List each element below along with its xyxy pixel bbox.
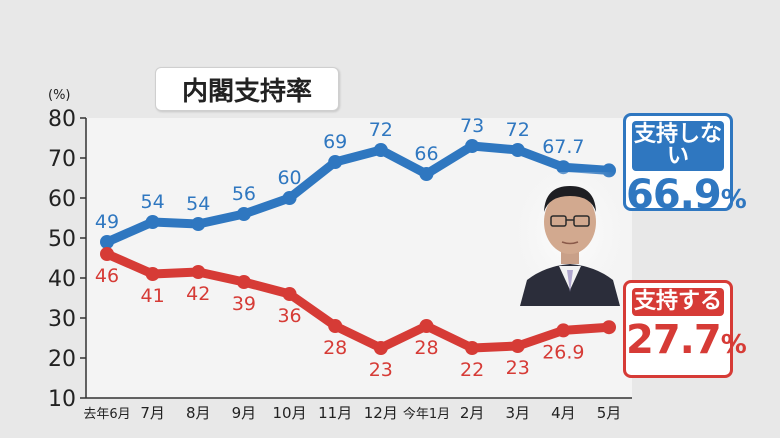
data-point <box>191 265 206 279</box>
data-point <box>328 155 343 169</box>
data-label: 42 <box>186 283 210 305</box>
data-label: 46 <box>95 265 119 287</box>
y-tick-label: 70 <box>48 147 76 172</box>
data-point <box>100 247 114 261</box>
series-line-disapprove <box>102 141 614 247</box>
disapprove-label: 支持しない <box>632 121 724 171</box>
y-tick-label: 30 <box>48 307 76 332</box>
y-tick-label: 50 <box>48 227 76 252</box>
data-point <box>373 341 388 355</box>
prime-minister-photo <box>515 172 625 306</box>
data-point <box>465 139 480 153</box>
data-point <box>373 143 388 157</box>
disapprove-callout: 支持しない 66.9% <box>623 113 747 215</box>
data-label: 54 <box>141 191 165 213</box>
data-label: 26.9 <box>542 341 584 363</box>
data-label: 72 <box>369 119 393 141</box>
data-label: 69 <box>323 131 347 153</box>
data-label: 41 <box>141 285 165 307</box>
x-tick-label: 5月 <box>597 404 622 422</box>
data-label: 23 <box>506 357 530 379</box>
approve-label: 支持する <box>632 288 724 316</box>
x-tick-label: 4月 <box>551 404 576 422</box>
x-tick-label: 12月 <box>364 404 398 422</box>
x-tick-label: 9月 <box>232 404 257 422</box>
x-tick-label: 2月 <box>460 404 485 422</box>
x-tick-label: 3月 <box>505 404 530 422</box>
data-label: 66 <box>414 143 438 165</box>
data-point <box>236 275 251 289</box>
axes: 10 20 30 40 50 60 70 80 去年6月 7月 8月 9月 10月 11月 12月 今年1月 2… <box>48 107 632 422</box>
approve-value: 27.7% <box>626 317 747 363</box>
data-point <box>236 207 251 221</box>
data-point <box>556 323 571 338</box>
data-point <box>510 339 525 353</box>
data-label: 49 <box>95 211 119 233</box>
y-tick-label: 40 <box>48 267 76 292</box>
data-label: 39 <box>232 293 256 315</box>
data-label: 54 <box>186 193 210 215</box>
data-point <box>419 167 434 181</box>
y-tick-label: 60 <box>48 187 76 212</box>
data-point <box>191 217 206 231</box>
data-label: 23 <box>369 359 393 381</box>
data-point <box>282 191 297 205</box>
data-point <box>419 319 434 333</box>
data-label: 36 <box>277 305 301 327</box>
data-point <box>145 215 160 229</box>
y-tick-label: 10 <box>48 387 76 412</box>
x-tick-label: 10月 <box>272 404 306 422</box>
x-tick-label: 去年6月 <box>83 407 130 422</box>
data-point <box>328 319 343 333</box>
x-tick-label: 今年1月 <box>403 406 450 422</box>
y-tick-label: 80 <box>48 107 76 132</box>
data-label: 72 <box>506 119 530 141</box>
chart-title: 内閣支持率 <box>155 67 339 111</box>
data-label: 73 <box>460 115 484 137</box>
y-tick-label: 20 <box>48 347 76 372</box>
x-tick-label: 11月 <box>318 404 352 422</box>
data-point <box>602 320 616 335</box>
data-labels: 49 54 54 56 60 69 72 66 73 72 67.7 46 41 42 39 36 28 23 28… <box>95 115 585 381</box>
series-line-approve <box>102 249 614 353</box>
data-label: 67.7 <box>542 136 584 158</box>
x-tick-label: 8月 <box>186 404 211 422</box>
data-label: 60 <box>277 167 301 189</box>
data-point <box>100 235 114 249</box>
data-point <box>556 160 571 175</box>
data-label: 22 <box>460 359 484 381</box>
data-point <box>510 143 525 157</box>
x-tick-label: 7月 <box>140 404 165 422</box>
data-label: 56 <box>232 183 256 205</box>
approve-callout: 支持する 27.7% <box>623 280 747 378</box>
data-label: 28 <box>323 337 347 359</box>
series-layer <box>100 139 616 355</box>
disapprove-value: 66.9% <box>626 172 747 218</box>
data-point <box>465 341 480 355</box>
data-point <box>145 267 160 281</box>
data-point <box>282 287 297 301</box>
y-unit-label: (%) <box>48 88 71 103</box>
data-label: 28 <box>414 337 438 359</box>
